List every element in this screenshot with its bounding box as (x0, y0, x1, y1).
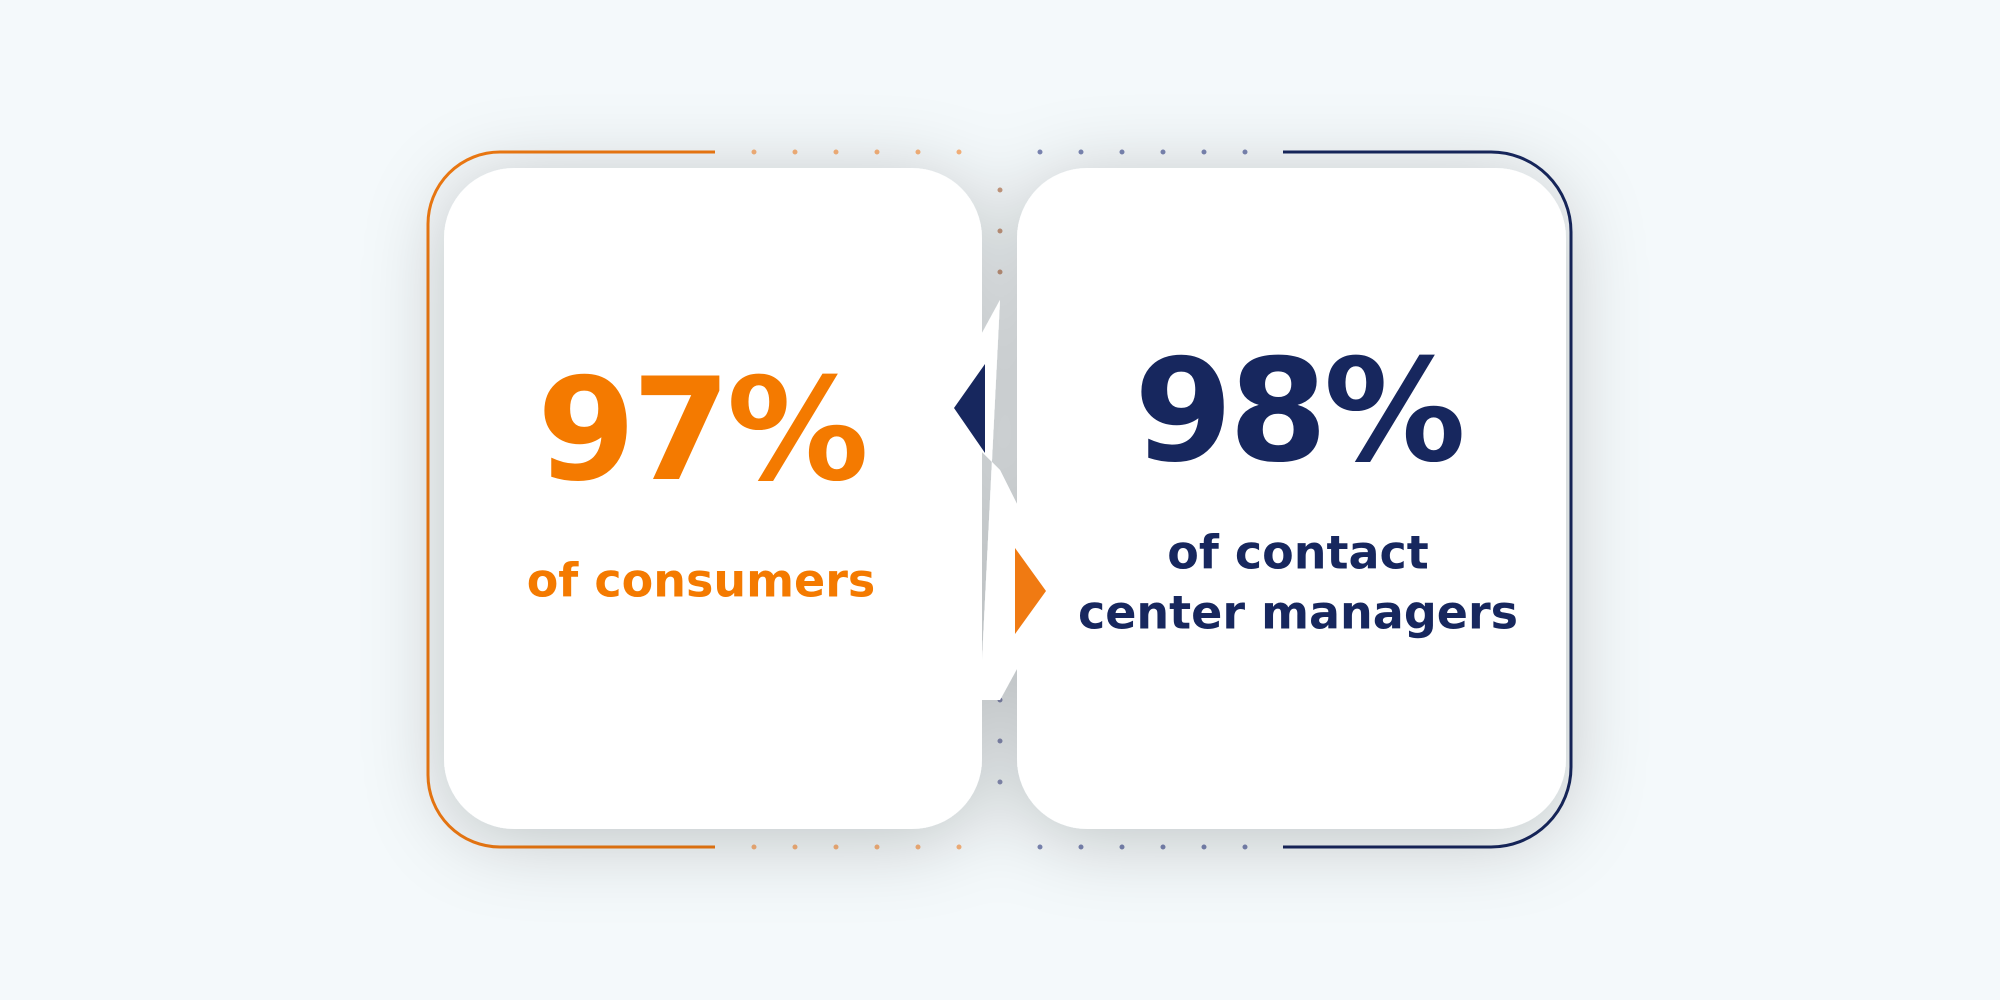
stat: 98% (1134, 329, 1462, 494)
right-arrow (1015, 548, 1046, 634)
left-card (444, 168, 982, 829)
stat: 97% (537, 348, 865, 513)
left-outline (426, 150, 715, 849)
cards (444, 168, 1566, 829)
right-card (1017, 168, 1566, 829)
left-arrow (954, 364, 985, 453)
caption: center managers (1078, 586, 1518, 640)
right-outline (1283, 150, 1573, 849)
caption: of contact (1167, 526, 1429, 580)
caption: of consumers (527, 554, 876, 608)
